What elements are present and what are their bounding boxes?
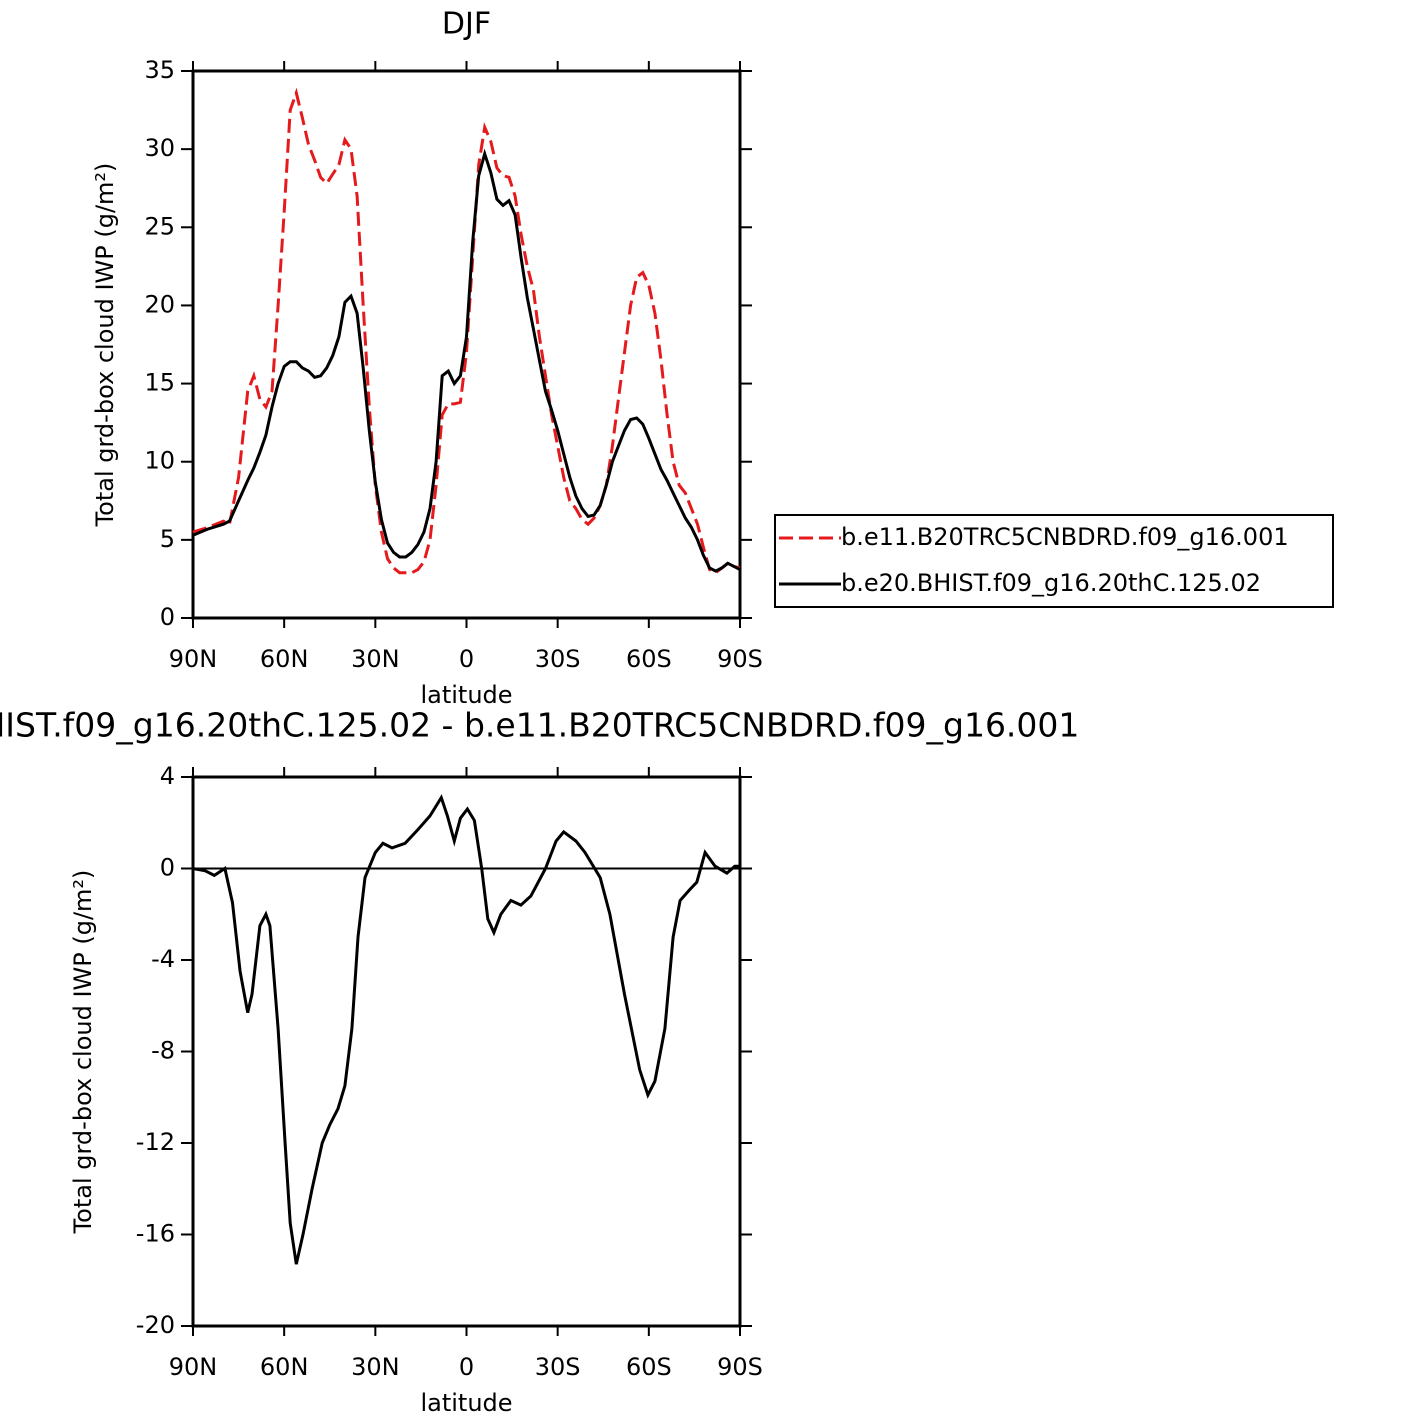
y-tick-label: -20 [136,1311,175,1339]
chart-title: DJF [442,7,491,42]
x-tick-label: 0 [459,645,474,673]
legend-label: b.e20.BHIST.f09_g16.20thC.125.02 [841,569,1261,597]
x-tick-label: 30N [351,645,400,673]
x-tick-label: 60N [260,1353,309,1381]
x-tick-label: 30N [351,1353,400,1381]
y-tick-label: 4 [160,762,175,790]
y-axis-label: Total grd-box cloud IWP (g/m²) [91,163,119,528]
y-tick-label: 30 [144,134,175,162]
x-tick-label: 30S [535,645,581,673]
y-tick-label: -4 [151,945,175,973]
data-line [192,794,740,1265]
legend-box [774,514,1334,608]
y-tick-label: 35 [144,56,175,84]
x-axis-label: latitude [420,681,512,709]
y-tick-label: 0 [160,854,175,882]
y-tick-label: 5 [160,525,175,553]
plot-frame [191,775,742,1328]
x-tick-label: 0 [459,1353,474,1381]
chart-title: b.e20.BHIST.f09_g16.20thC.125.02 - b.e11… [0,706,1079,745]
x-tick-label: 30S [535,1353,581,1381]
x-tick-label: 60N [260,645,309,673]
x-tick-label: 60S [626,645,672,673]
x-tick-label: 90S [717,1353,763,1381]
y-tick-label: 20 [144,290,175,318]
y-tick-label: 10 [144,447,175,475]
y-axis-label: Total grd-box cloud IWP (g/m²) [69,870,97,1235]
x-tick-label: 90S [717,645,763,673]
y-tick-label: 25 [144,212,175,240]
legend-label: b.e11.B20TRC5CNBDRD.f09_g16.001 [841,523,1289,551]
x-tick-label: 90N [169,1353,218,1381]
y-tick-label: 0 [160,603,175,631]
y-tick-label: 15 [144,369,175,397]
data-line [192,87,741,575]
x-axis-label: latitude [420,1389,512,1417]
x-tick-label: 60S [626,1353,672,1381]
x-tick-label: 90N [169,645,218,673]
y-tick-label: -16 [136,1220,175,1248]
data-line [192,148,741,573]
y-tick-label: -8 [151,1037,175,1065]
y-tick-label: -12 [136,1128,175,1156]
